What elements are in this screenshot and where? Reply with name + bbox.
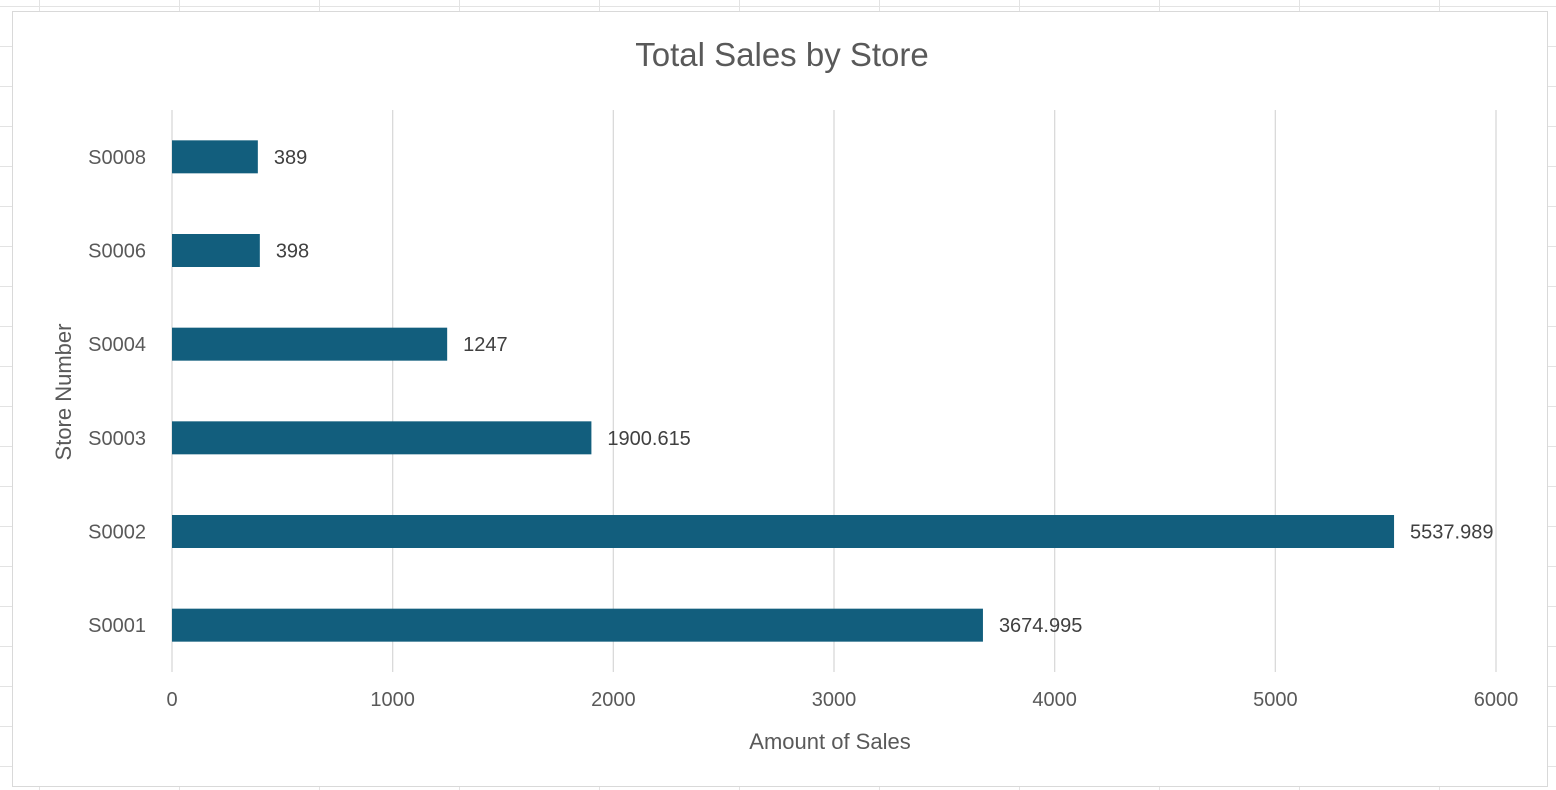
gridlines	[171, 110, 1497, 672]
x-axis-title[interactable]: Amount of Sales	[749, 729, 910, 754]
y-axis-tick-labels: S0001 S0002 S0003 S0004 S0006 S0008	[88, 147, 146, 637]
x-tick-label: 3000	[812, 689, 857, 711]
y-tick-label: S0001	[88, 615, 146, 637]
bar-s0004[interactable]	[172, 327, 448, 361]
x-tick-label: 0	[166, 689, 177, 711]
data-label-s0008: 389	[274, 147, 307, 169]
y-axis-title[interactable]: Store Number	[51, 324, 76, 461]
y-tick-label: S0006	[88, 241, 146, 263]
bar-s0006[interactable]	[172, 234, 260, 267]
chart-title[interactable]: Total Sales by Store	[635, 36, 929, 73]
x-axis-tick-labels: 0 1000 2000 3000 4000 5000 6000	[166, 689, 1518, 711]
bars	[172, 140, 1395, 642]
bar-chart: Total Sales by Store 3674.995 5537.989 190…	[51, 36, 1518, 754]
x-tick-label: 4000	[1032, 689, 1077, 711]
bar-s0001[interactable]	[172, 608, 983, 642]
x-tick-label: 6000	[1474, 689, 1519, 711]
y-tick-label: S0008	[88, 147, 146, 169]
chart-area[interactable]: Total Sales by Store 3674.995 5537.989 190…	[12, 11, 1548, 787]
x-tick-label: 1000	[370, 689, 415, 711]
data-label-s0003: 1900.615	[607, 428, 690, 450]
y-tick-label: S0002	[88, 522, 146, 544]
x-tick-label: 5000	[1253, 689, 1298, 711]
y-tick-label: S0004	[88, 334, 146, 356]
data-labels: 3674.995 5537.989 1900.615 1247 398 389	[274, 147, 1494, 637]
bar-s0008[interactable]	[172, 140, 258, 174]
bar-s0002[interactable]	[172, 515, 1395, 548]
data-label-s0002: 5537.989	[1410, 522, 1493, 544]
y-tick-label: S0003	[88, 428, 146, 450]
data-label-s0001: 3674.995	[999, 615, 1082, 637]
data-label-s0004: 1247	[463, 334, 508, 356]
bar-s0003[interactable]	[172, 421, 592, 455]
x-tick-label: 2000	[591, 689, 636, 711]
data-label-s0006: 398	[276, 241, 309, 263]
